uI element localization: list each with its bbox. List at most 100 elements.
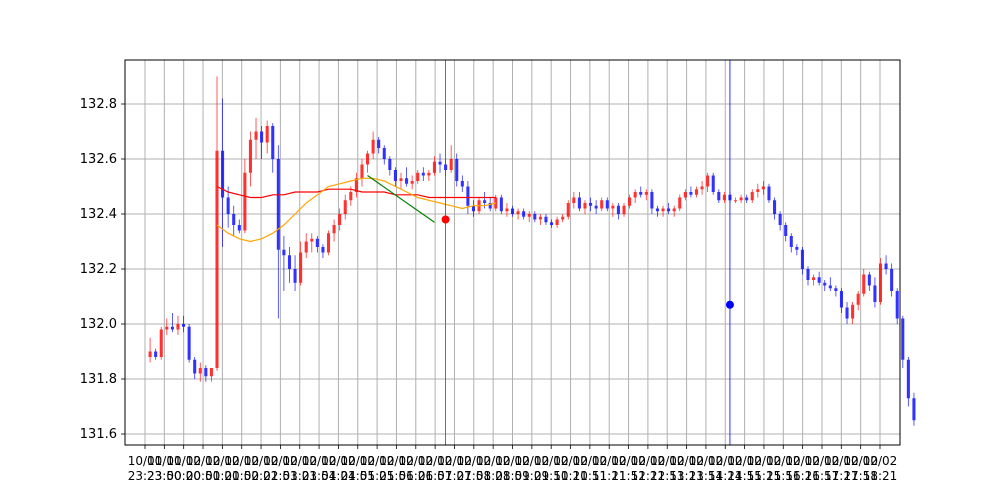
candle-body — [510, 208, 515, 214]
candle — [566, 200, 570, 220]
candle-body — [237, 225, 241, 231]
candle — [449, 145, 453, 173]
y-tick-label: 132.2 — [80, 262, 117, 277]
candle — [282, 236, 286, 291]
candle-body — [299, 252, 303, 283]
x-tick-label: 10/02 03:51 — [302, 454, 337, 483]
x-tick-label-date: 10/02 — [611, 454, 646, 468]
candle-body — [834, 288, 838, 291]
candle-body — [193, 359, 197, 374]
candle — [906, 357, 910, 407]
x-tick-label: 10/02 02:51 — [263, 454, 298, 483]
candle-body — [393, 170, 397, 181]
candle — [221, 98, 225, 247]
candle-body — [354, 178, 358, 192]
candle — [672, 205, 676, 217]
x-tick-label-time: 23:50 — [147, 469, 182, 483]
candle-body — [159, 329, 163, 357]
candle-body — [867, 274, 871, 286]
x-tick-label-date: 10/02 — [476, 454, 511, 468]
x-tick-label-time: 07:51 — [457, 469, 492, 483]
x-tick-label: 10/02 02:21 — [244, 454, 279, 483]
candle — [237, 219, 241, 234]
x-tick-label-date: 10/02 — [340, 454, 375, 468]
candle — [616, 203, 620, 220]
candle-body — [232, 214, 236, 225]
x-tick-label-time: 17:21 — [824, 469, 859, 483]
candle — [745, 194, 749, 203]
x-tick-label-date: 10/02 — [224, 454, 259, 468]
candle-body — [421, 172, 425, 176]
candle-body — [533, 214, 537, 220]
candle-body — [488, 203, 492, 209]
candle — [817, 271, 821, 286]
buy-signal-marker — [725, 300, 734, 309]
x-tick-label-date: 10/02 — [669, 454, 704, 468]
x-tick-label-date: 10/02 — [708, 454, 743, 468]
x-tick-label: 10/02 06:21 — [398, 454, 433, 483]
x-tick-label-date: 10/02 — [321, 454, 356, 468]
candle-body — [806, 269, 810, 280]
x-tick-label-time: 23:23 — [128, 469, 163, 483]
candle-body — [761, 186, 765, 190]
candle-body — [789, 236, 793, 247]
candle — [577, 192, 581, 212]
candle — [471, 200, 476, 217]
candle-body — [566, 203, 570, 217]
candle — [393, 167, 397, 187]
candle — [159, 326, 163, 360]
candle — [405, 167, 409, 187]
candle-body — [667, 208, 671, 212]
candle — [499, 194, 503, 214]
x-tick-label: 10/02 15:51 — [766, 454, 801, 483]
candle — [299, 241, 303, 286]
x-tick-label-date: 10/02 — [166, 454, 201, 468]
x-tick-label: 10/02 18:21 — [863, 454, 898, 483]
x-tick-label-time: 05:21 — [360, 469, 395, 483]
candle-body — [471, 205, 476, 212]
x-tick-label-time: 11:21 — [592, 469, 627, 483]
candle — [644, 189, 648, 201]
candle-body — [282, 249, 286, 256]
candle-body — [678, 197, 682, 209]
candle — [773, 197, 777, 220]
candle — [343, 194, 347, 220]
y-tick-label: 132.6 — [80, 152, 117, 167]
x-tick-label-time: 14:51 — [727, 469, 762, 483]
candle-body — [756, 189, 760, 192]
candle — [193, 357, 197, 379]
candle — [778, 211, 782, 231]
y-tick-label: 132.4 — [80, 207, 117, 222]
candle — [561, 214, 565, 223]
candle-body — [388, 159, 392, 170]
candle — [700, 181, 704, 195]
x-tick-label: 10/02 10:51 — [573, 454, 608, 483]
x-tick-label: 10/02 12:21 — [631, 454, 666, 483]
candle — [756, 183, 760, 198]
candle-body — [572, 197, 576, 203]
x-tick-label: 10/02 00:50 — [186, 454, 221, 483]
candle-body — [628, 197, 632, 206]
candle-body — [722, 194, 726, 201]
candle — [901, 315, 905, 368]
candle — [382, 145, 386, 165]
x-tick-label-date: 10/02 — [824, 454, 859, 468]
candle — [455, 153, 459, 187]
candle — [544, 214, 548, 225]
x-tick-label-date: 10/02 — [457, 454, 492, 468]
candle-body — [906, 359, 910, 399]
candle — [600, 197, 604, 212]
x-tick-label: 10/02 08:51 — [495, 454, 530, 483]
candle-body — [338, 214, 342, 225]
candle — [655, 205, 659, 217]
candle-body — [527, 214, 531, 217]
candle-body — [639, 192, 643, 195]
candle-body — [706, 175, 710, 187]
candle-body — [438, 161, 442, 165]
candle — [845, 302, 849, 324]
candle — [438, 153, 442, 173]
x-tick-label-time: 16:21 — [785, 469, 820, 483]
candle-body — [215, 150, 219, 368]
